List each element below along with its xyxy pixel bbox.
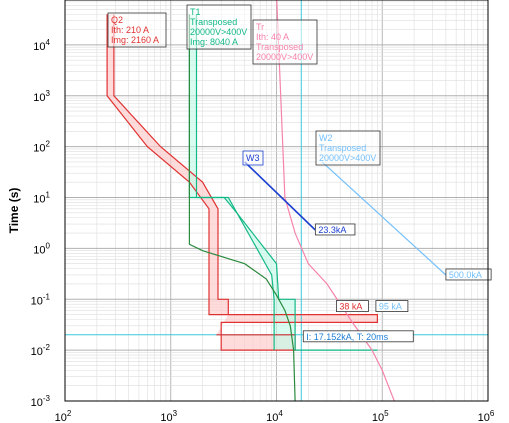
label-line: W3	[246, 153, 260, 163]
series-w3-line	[244, 161, 316, 231]
label-line: T1	[190, 7, 201, 17]
series-fills	[107, 14, 378, 351]
y-tick-label: 10-2	[31, 343, 51, 358]
annotation-text: I: 17.152kA, T: 20ms	[306, 332, 388, 342]
end-label-frame	[445, 268, 492, 281]
label-line: W2	[319, 133, 333, 143]
label-line: 20000V>400V	[256, 52, 313, 62]
series-q2-band	[107, 14, 378, 351]
label-line: Transposed	[190, 17, 237, 27]
label-box-frame	[315, 130, 381, 166]
label-box-frame	[107, 12, 167, 48]
label-line: Q2	[111, 15, 123, 25]
annotation-text: 38 kA	[339, 302, 362, 312]
label-box-frame	[252, 19, 318, 65]
end-label-frame	[314, 223, 356, 236]
y-tick-label: 101	[33, 191, 50, 206]
x-tick-label: 105	[372, 409, 389, 423]
series-t1-max-curve	[195, 14, 378, 351]
y-tick-label: 100	[33, 241, 50, 256]
series-tr-line	[276, 0, 395, 402]
y-tick-label: 103	[33, 89, 50, 104]
annotation-0: 38 kA	[336, 300, 369, 312]
x-tick-label: 106	[478, 409, 495, 423]
label-line: Tr	[256, 22, 264, 32]
tick-labels: 102 103 104 105 106 10-3 10-2 10-1 100 101 102 103 1…	[31, 38, 495, 423]
annotation-frame	[375, 300, 409, 312]
label-box-w3: W3	[242, 150, 264, 166]
y-tick-label: 102	[33, 140, 50, 155]
series-unnamed-2-line	[188, 14, 296, 402]
label-box-frame	[242, 150, 264, 166]
series-w2-line	[321, 161, 447, 276]
end-label-text: 23.3kA	[318, 225, 346, 235]
y-axis-label: Time (s)	[7, 188, 21, 234]
label-line: Img: 8040 A	[190, 37, 238, 47]
y-tick-label: 104	[33, 38, 50, 53]
annotation-text: 95 kA	[379, 302, 402, 312]
label-line: Ith: 210 A	[111, 25, 149, 35]
label-line: Ith: 40 A	[256, 32, 289, 42]
series-lines	[106, 0, 447, 402]
annotation-1: 95 kA	[375, 300, 409, 312]
label-box-frame	[186, 4, 252, 50]
plot-frame	[64, 0, 489, 402]
label-line: Transposed	[319, 143, 366, 153]
label-line: 20000V>400V	[190, 27, 247, 37]
series-q2-min-curve	[106, 14, 378, 351]
series-q2-max-curve	[113, 14, 229, 315]
label-line: 20000V>400V	[319, 153, 376, 163]
label-line: Transposed	[256, 42, 303, 52]
annotation-frame	[302, 330, 414, 343]
annotation-2: I: 17.152kA, T: 20ms	[302, 330, 414, 343]
y-tick-label: 10-3	[31, 394, 51, 409]
end-label-w3: 23.3kA	[314, 223, 356, 236]
x-tick-label: 102	[55, 409, 72, 423]
label-line: Img: 2160 A	[111, 35, 159, 45]
x-tick-label: 103	[160, 409, 177, 423]
end-label-text: 500.0kA	[449, 270, 482, 280]
annotation-frame	[336, 300, 369, 312]
y-tick-label: 10-1	[31, 292, 51, 307]
x-tick-label: 104	[266, 409, 283, 423]
end-label-w2: 500.0kA	[445, 268, 492, 281]
